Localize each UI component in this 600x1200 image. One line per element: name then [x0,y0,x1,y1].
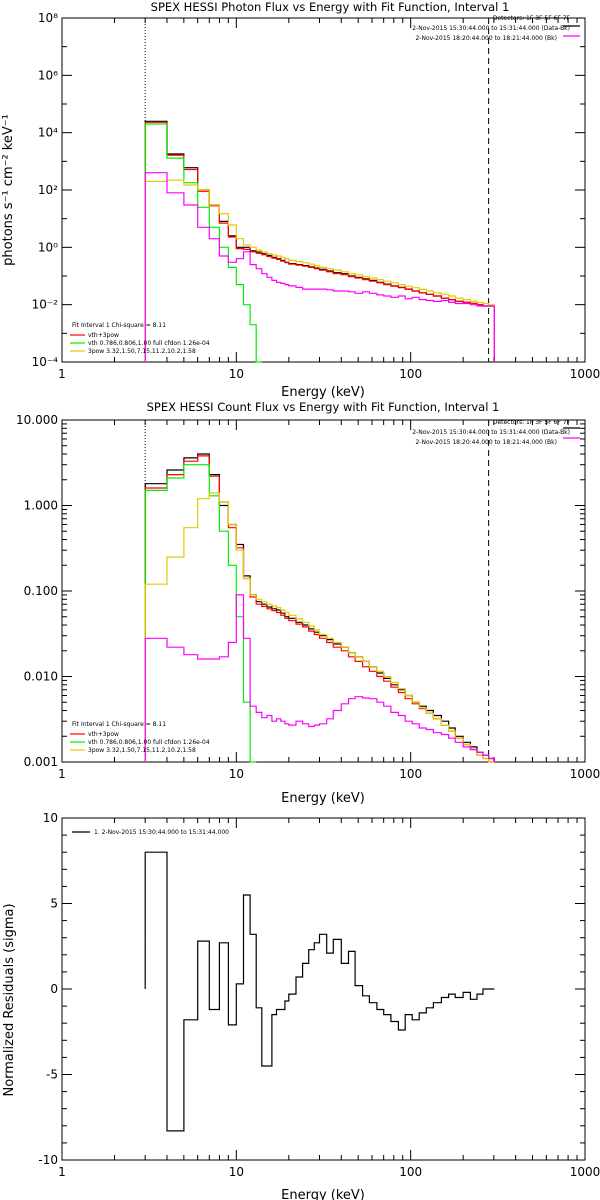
photon-flux-x-tick-label: 1000 [570,367,600,381]
count-flux-frame [61,419,586,763]
count-flux-legend-top-0: Detectors: 1F 3F 5F 6F 7F [493,419,571,426]
count-flux-plot-area: 1 10 100 1000 0.001 0.010 0.100 1.000 10.000 [16,413,600,781]
count-flux-y-tick-label: 10.000 [16,413,58,427]
photon-flux-legend-bottom-3: 3pow 3.32,1.50,7.15,11.2,10.2,1.58 [88,348,196,355]
photon-flux-legend-top-1: 2-Nov-2015 15:30:44.000 to 15:31:44.000 … [412,25,570,32]
count-flux-xlabel: Energy (keV) [281,791,365,806]
photon-flux-title: SPEX HESSI Photon Flux vs Energy with Fi… [151,0,510,14]
count-flux-legend-bottom-0: Fit Interval 1 Chi-square = 8.11 [72,721,166,728]
count-flux-x-tick-label: 100 [399,767,422,781]
residuals-y-tick-label: -10 [38,1153,58,1167]
count-flux-legend-bottom-1: vth+3pow [88,731,119,738]
photon-flux-legend-bottom-2: vth 0.786,0.806,1.00 full cfdon 1.26e-04 [88,340,210,347]
count-flux-x-tick-label: 1 [58,767,66,781]
photon-flux-legend-bottom-1: vth+3pow [88,332,119,339]
count-flux-legend-bottom-3: 3pow 3.32,1.50,7.15,11.2,10.2,1.58 [88,747,196,754]
photon-flux-xlabel: Energy (keV) [281,385,365,400]
photon-flux-x-tick-label: 100 [399,367,422,381]
photon-flux-series-total [144,121,495,362]
residuals-xlabel: Energy (keV) [281,1188,365,1200]
residuals-y-tick-label: 10 [43,811,58,825]
count-flux-legend-bottom-2: vth 0.786,0.806,1.00 full cfdon 1.26e-04 [88,739,210,746]
photon-flux-x-tick-label: 10 [229,367,244,381]
count-flux-legend-top-2: 2-Nov-2015 18:20:44.000 to 18:21:44.000 … [415,439,557,446]
photon-flux-series-power [144,179,495,362]
photon-flux-y-tick-label: 10⁶ [38,68,58,82]
photon-flux-panel: SPEX HESSI Photon Flux vs Energy with Fi… [1,0,600,400]
count-flux-series-power [144,492,495,763]
residuals-ylabel: Normalized Residuals (sigma) [2,903,17,1096]
residuals-plot-area: 1 10 100 1000 -10 -5 0 5 10 [38,811,600,1179]
count-flux-series-data [144,453,495,762]
photon-flux-series-thermal [144,123,262,363]
count-flux-title: SPEX HESSI Count Flux vs Energy with Fit… [147,400,500,414]
photon-flux-series-data [144,120,495,362]
photon-flux-y-tick-label: 10⁸ [38,11,58,25]
photon-flux-y-tick-label: 10² [38,183,58,197]
photon-flux-ylabel: photons s⁻¹ cm⁻² keV⁻¹ [1,114,16,266]
photon-flux-series-background [144,172,495,362]
photon-flux-y-tick-label: 10⁰ [38,240,58,254]
photon-flux-legend-top-2: 2-Nov-2015 18:20:44.000 to 18:21:44.000 … [415,35,557,42]
residuals-panel: Energy (keV) Normalized Residuals (sigma… [2,811,600,1200]
residuals-x-tick-label: 1000 [570,1165,600,1179]
residuals-y-tick-label: -5 [46,1068,58,1082]
photon-flux-y-tick-label: 10⁴ [38,126,58,140]
count-flux-series-background [144,594,495,762]
photon-flux-y-tick-label: 10⁻⁴ [32,355,59,369]
residuals-y-tick-label: 0 [50,982,58,996]
count-flux-y-tick-label: 0.001 [24,755,58,769]
count-flux-x-tick-label: 1000 [570,767,600,781]
photon-flux-legend-top-0: Detectors: 1F 3F 5F 6F 7F [493,15,571,22]
photon-flux-frame [61,17,586,363]
count-flux-y-tick-label: 1.000 [24,499,58,513]
residuals-x-tick-label: 1 [58,1165,66,1179]
residuals-legend-0: 1. 2-Nov-2015 15:30:44.000 to 15:31:44.0… [94,829,229,836]
count-flux-y-tick-label: 0.100 [24,584,58,598]
photon-flux-y-tick-label: 10⁻² [32,298,59,312]
photon-flux-plot-area: 1 10 100 1000 10⁻⁴ 10⁻² 10⁰ 10² 10⁴ 10⁶ 10⁸ [32,11,600,381]
count-flux-panel: SPEX HESSI Count Flux vs Energy with Fit… [16,400,600,806]
residuals-x-tick-label: 100 [399,1165,422,1179]
photon-flux-legend-bottom-0: Fit Interval 1 Chi-square = 8.11 [72,322,166,329]
photon-flux-x-tick-label: 1 [58,367,66,381]
count-flux-series-thermal [144,464,257,763]
residuals-frame [61,817,586,1161]
count-flux-legend-top-1: 2-Nov-2015 15:30:44.000 to 15:31:44.000 … [412,429,570,436]
residuals-series-data [144,851,495,1132]
residuals-x-tick-label: 10 [229,1165,244,1179]
count-flux-y-tick-label: 0.010 [24,670,58,684]
residuals-y-tick-label: 5 [50,897,58,911]
count-flux-x-tick-label: 10 [229,767,244,781]
